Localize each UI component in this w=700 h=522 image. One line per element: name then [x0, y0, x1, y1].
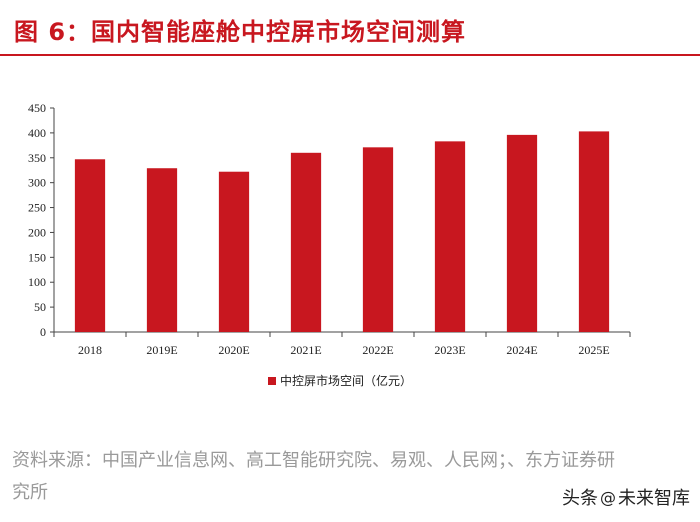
y-tick-label: 50: [34, 300, 46, 314]
x-tick-label: 2018: [78, 343, 102, 357]
watermark-prefix: 头条: [562, 488, 598, 509]
bar-2023E: [434, 141, 466, 332]
y-tick-label: 200: [28, 225, 46, 239]
source-note: 资料来源：中国产业信息网、高工智能研究院、易观、人民网；、东方证券研: [12, 450, 615, 471]
bar-2021E: [290, 152, 322, 332]
bar-2024E: [506, 134, 538, 332]
y-tick-label: 150: [28, 250, 46, 264]
x-tick-label: 2019E: [146, 343, 177, 357]
bar-2018: [74, 159, 106, 332]
y-tick-label: 300: [28, 176, 46, 190]
y-tick-label: 350: [28, 151, 46, 165]
bar-2020E: [218, 171, 250, 332]
watermark: 头条 @ 未来智库: [562, 484, 690, 510]
bar-2025E: [578, 131, 610, 332]
title-divider: [0, 54, 700, 56]
chart-legend: 中控屏市场空间（亿元）: [268, 372, 412, 389]
y-tick-label: 0: [40, 325, 46, 339]
watermark-at-icon: @: [600, 487, 616, 507]
y-tick-label: 250: [28, 201, 46, 215]
bar-2019E: [146, 168, 178, 332]
bar-chart: 0 50 100 150 200 250 300 350 400 450 2018 2019E 2020…: [28, 101, 631, 357]
source-note-continued: 究所: [12, 482, 48, 503]
watermark-name: 未来智库: [618, 488, 690, 509]
legend-swatch: [268, 376, 276, 385]
x-tick-label: 2021E: [290, 343, 321, 357]
y-tick-label: 100: [28, 275, 46, 289]
y-tick-label: 400: [28, 126, 46, 140]
title-bar: 图 6：国内智能座舱中控屏市场空间测算: [0, 0, 700, 56]
page-title: 图 6：国内智能座舱中控屏市场空间测算: [14, 18, 467, 46]
x-tick-label: 2020E: [218, 343, 249, 357]
bar-2022E: [362, 147, 394, 332]
y-tick-label: 450: [28, 101, 46, 115]
x-tick-label: 2024E: [506, 343, 537, 357]
x-tick-label: 2025E: [578, 343, 609, 357]
legend-label: 中控屏市场空间（亿元）: [280, 374, 413, 388]
x-tick-label: 2022E: [362, 343, 393, 357]
x-tick-label: 2023E: [434, 343, 465, 357]
